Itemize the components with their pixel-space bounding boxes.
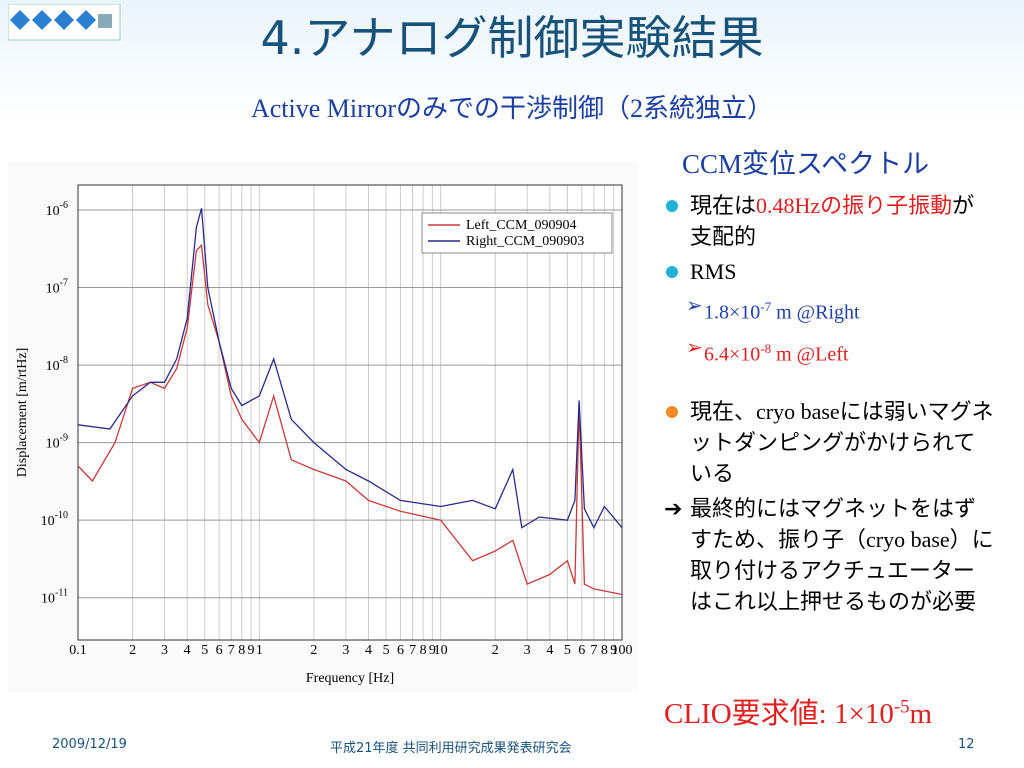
x-tick-label: 8 bbox=[601, 643, 608, 658]
text-run: 6.4×10 bbox=[704, 343, 761, 366]
text-run: 最終的にはマグネットをはずすため、振り子（cryo base）に取り付けるアクチ… bbox=[690, 496, 994, 615]
plot-area bbox=[78, 185, 622, 640]
x-tick-label: 100 bbox=[612, 643, 633, 658]
y-tick-label: 10-11 bbox=[41, 588, 68, 607]
x-tick-label: 6 bbox=[216, 643, 223, 658]
x-tick-label: 10 bbox=[434, 643, 448, 658]
bullet-item: 1.8×10-7 m @Right bbox=[664, 291, 994, 329]
x-tick-label: 2 bbox=[492, 643, 499, 658]
x-tick-label: 2 bbox=[310, 643, 317, 658]
text-run: 0.48Hzの振り子振動 bbox=[756, 193, 953, 218]
bullet-dot bbox=[666, 406, 678, 419]
x-tick-label: 5 bbox=[383, 643, 390, 658]
y-tick-base: 10 bbox=[46, 359, 60, 374]
y-tick-base: 10 bbox=[46, 282, 60, 297]
x-tick-label: 4 bbox=[184, 643, 191, 658]
legend-label: Left_CCM_090904 bbox=[466, 218, 576, 233]
text-run: 現在、cryo baseには弱いマグネットダンピングがかけられている bbox=[690, 399, 994, 487]
x-tick-label: 9 bbox=[248, 643, 255, 658]
bullet-dot bbox=[666, 266, 678, 278]
x-tick-label: 4 bbox=[546, 643, 553, 658]
text-run: CLIO要求値: 1×10 bbox=[664, 698, 894, 730]
x-tick-label: 5 bbox=[564, 643, 571, 658]
bullet-item: 最終的にはマグネットをはずすため、振り子（cryo base）に取り付けるアクチ… bbox=[664, 493, 994, 617]
requirement: CLIO要求値: 1×10-5m bbox=[664, 690, 932, 732]
x-tick-label: 9 bbox=[610, 643, 617, 658]
x-tick-label: 3 bbox=[342, 643, 349, 658]
logo bbox=[8, 4, 121, 41]
chart: 0.1 2 3 4 5 6 7 8 9 1 2 3 4 5 6 7 8 910 2 3 4 5 6 7 8 910010-1110… bbox=[8, 162, 638, 692]
x-tick-label: 5 bbox=[201, 643, 208, 658]
y-tick-base: 10 bbox=[41, 592, 55, 607]
bullet-item: 現在は0.48Hzの振り子振動が支配的 bbox=[664, 190, 994, 252]
text-run: 現在は bbox=[690, 193, 757, 218]
text-run: 1.8×10 bbox=[704, 301, 761, 324]
panel-heading: CCM変位スペクトル bbox=[682, 149, 930, 179]
legend-box bbox=[421, 212, 613, 254]
y-tick-base: 10 bbox=[41, 514, 55, 529]
bullet-dot bbox=[666, 200, 678, 212]
x-tick-label: 2 bbox=[129, 643, 136, 658]
x-tick-label: 4 bbox=[365, 643, 372, 658]
legend-label: Right_CCM_090903 bbox=[466, 234, 584, 249]
y-tick-exp: -6 bbox=[60, 200, 68, 211]
y-tick-base: 10 bbox=[46, 204, 60, 219]
footer-event: 平成21年度 共同利用研究成果発表研究会 bbox=[330, 741, 572, 756]
text-run: m @Right bbox=[771, 301, 860, 324]
x-tick-label: 7 bbox=[228, 643, 235, 658]
y-tick-base: 10 bbox=[46, 437, 60, 452]
text-run: -8 bbox=[760, 340, 772, 356]
x-tick-label: 6 bbox=[397, 643, 404, 658]
y-tick-label: 10-7 bbox=[46, 278, 68, 297]
y-tick-exp: -10 bbox=[55, 510, 68, 521]
y-tick-exp: -11 bbox=[55, 588, 68, 599]
x-tick-label: 9 bbox=[429, 643, 436, 658]
text-run: -5 bbox=[893, 696, 910, 718]
bullet-item: 現在、cryo baseには弱いマグネットダンピングがかけられている bbox=[664, 396, 994, 489]
x-tick-label: 3 bbox=[161, 643, 168, 658]
bullet-list: 現在は0.48Hzの振り子振動が支配的 RMS 1.8×10-7 m @Right 6… bbox=[664, 190, 994, 621]
y-tick-label: 10-10 bbox=[41, 510, 68, 529]
x-tick-label: 0.1 bbox=[69, 643, 87, 658]
y-tick-label: 10-8 bbox=[46, 355, 68, 374]
footer-date: 2009/12/19 bbox=[52, 737, 127, 752]
x-tick-label: 7 bbox=[590, 643, 597, 658]
y-tick-exp: -8 bbox=[60, 355, 68, 366]
plot-frame bbox=[77, 184, 623, 641]
footer-page: 12 bbox=[958, 737, 975, 752]
y-tick-label: 10-9 bbox=[46, 433, 68, 452]
subtitle: Active Mirrorのみでの干渉制御（2系統独立） bbox=[250, 94, 774, 123]
y-tick-label: 10-6 bbox=[46, 200, 68, 219]
text-run: m bbox=[909, 698, 933, 730]
bullet-item: RMS bbox=[664, 256, 994, 287]
series-line bbox=[77, 243, 623, 596]
y-tick-exp: -7 bbox=[60, 278, 68, 289]
x-tick-label: 7 bbox=[409, 643, 416, 658]
y-tick-exp: -9 bbox=[60, 433, 68, 444]
title: 4.アナログ制御実験結果 bbox=[260, 11, 764, 65]
x-axis-label: Frequency [Hz] bbox=[306, 671, 394, 686]
x-tick-label: 3 bbox=[524, 643, 531, 658]
text-run: -7 bbox=[760, 299, 772, 314]
x-tick-label: 1 bbox=[256, 643, 263, 658]
x-tick-label: 8 bbox=[238, 643, 245, 658]
text-run: が支配的 bbox=[690, 193, 975, 249]
x-tick-label: 6 bbox=[578, 643, 585, 658]
text-run: RMS bbox=[690, 259, 737, 284]
series-line bbox=[77, 208, 623, 530]
bullet-item: 6.4×10-8 m @Left bbox=[664, 333, 994, 371]
x-tick-label: 8 bbox=[420, 643, 427, 658]
y-axis-label: Displacement [m/rtHz] bbox=[15, 348, 30, 477]
text-run: m @Left bbox=[771, 343, 849, 366]
